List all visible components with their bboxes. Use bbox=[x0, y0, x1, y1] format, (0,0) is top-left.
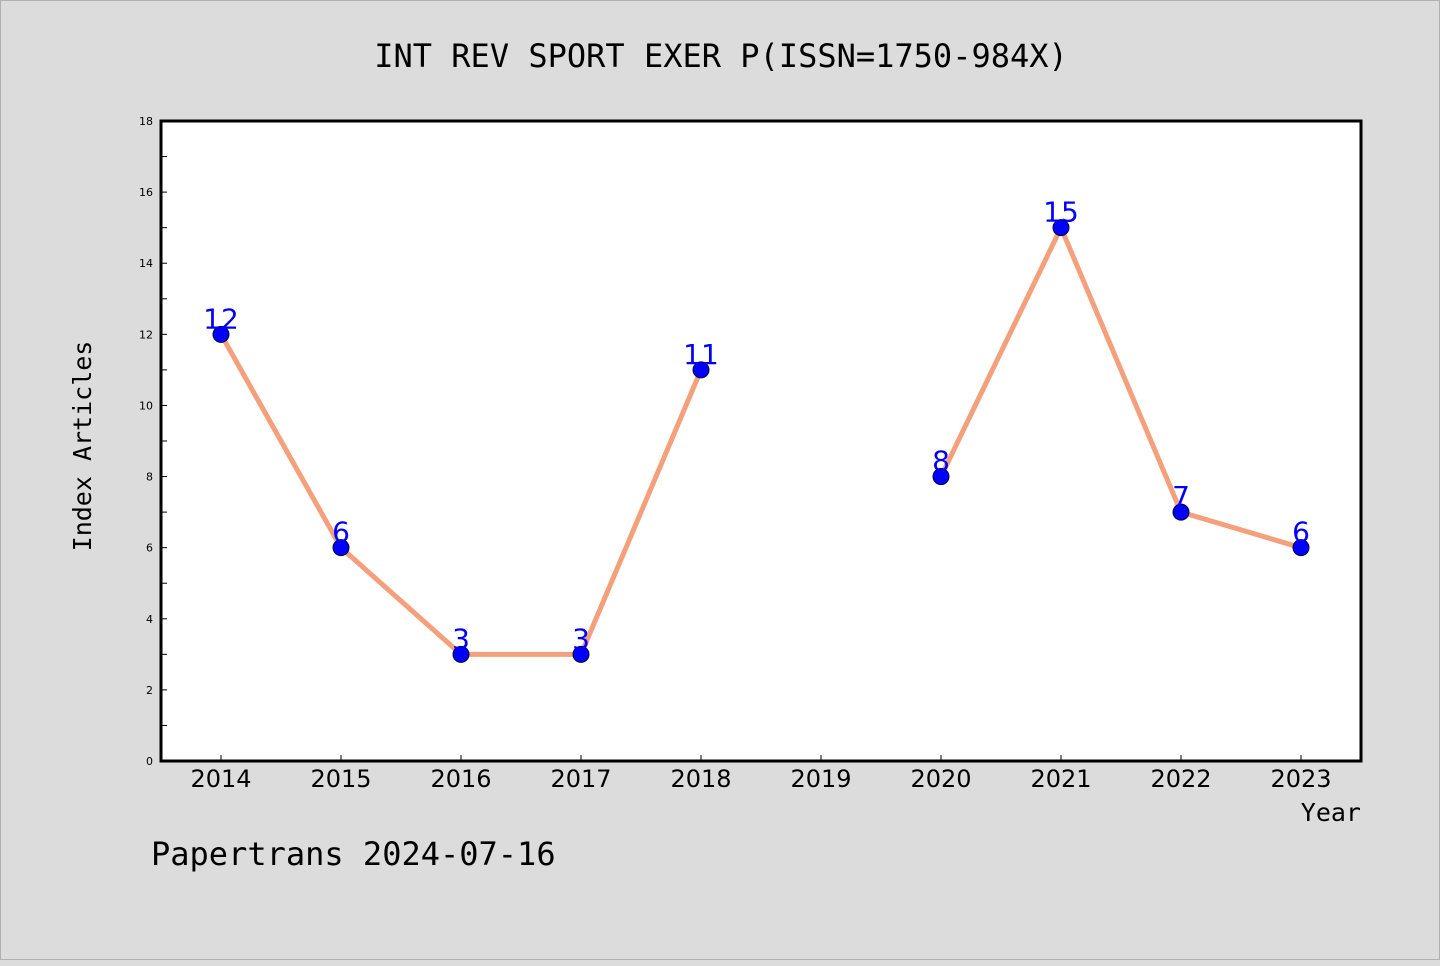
footer-watermark: Papertrans 2024-07-16 bbox=[151, 835, 556, 873]
x-tick-label: 2014 bbox=[190, 765, 251, 793]
data-label: 6 bbox=[1292, 516, 1310, 549]
x-tick-label: 2022 bbox=[1150, 765, 1211, 793]
data-label: 7 bbox=[1172, 480, 1190, 513]
x-tick-label: 2016 bbox=[430, 765, 491, 793]
data-label: 6 bbox=[332, 516, 350, 549]
x-tick-label: 2019 bbox=[790, 765, 851, 793]
data-point bbox=[332, 539, 350, 557]
data-point bbox=[932, 468, 950, 486]
data-point bbox=[452, 645, 470, 663]
data-point bbox=[212, 325, 230, 343]
x-tick-label: 2021 bbox=[1030, 765, 1091, 793]
data-point bbox=[1172, 503, 1190, 521]
data-point bbox=[1052, 219, 1070, 237]
chart-title: INT REV SPORT EXER P(ISSN=1750-984X) bbox=[374, 37, 1068, 75]
data-point bbox=[572, 645, 590, 663]
y-tick-label: 10 bbox=[139, 399, 153, 412]
y-tick-label: 14 bbox=[139, 257, 153, 270]
x-tick-label: 2018 bbox=[670, 765, 731, 793]
data-label: 3 bbox=[572, 622, 590, 655]
data-point bbox=[1292, 539, 1310, 557]
y-tick-label: 8 bbox=[146, 471, 153, 484]
y-tick-label: 12 bbox=[139, 328, 153, 341]
data-point bbox=[692, 361, 710, 379]
y-tick-label: 16 bbox=[139, 186, 153, 199]
y-axis: 0 2 4 6 8 10 12 14 16 18 bbox=[139, 115, 167, 768]
x-axis-title: Year bbox=[1301, 798, 1361, 827]
data-label: 12 bbox=[203, 302, 239, 335]
x-tick-label: 2023 bbox=[1270, 765, 1331, 793]
x-tick-label: 2020 bbox=[910, 765, 971, 793]
y-tick-label: 6 bbox=[146, 542, 153, 555]
y-axis-title: Index Articles bbox=[68, 341, 97, 552]
x-tick-label: 2017 bbox=[550, 765, 611, 793]
y-tick-label: 4 bbox=[146, 613, 153, 626]
data-label: 15 bbox=[1043, 196, 1079, 229]
x-axis: 2014 2015 2016 2017 2018 2019 2020 2021 2022 2023 bbox=[190, 755, 1332, 793]
x-tick-label: 2015 bbox=[310, 765, 371, 793]
data-label-group: 12 6 3 3 11 8 15 7 6 bbox=[203, 196, 1310, 656]
data-label: 8 bbox=[932, 445, 950, 478]
y-tick-label: 18 bbox=[139, 115, 153, 128]
y-tick-label: 0 bbox=[146, 755, 153, 768]
data-label: 3 bbox=[452, 622, 470, 655]
data-label: 11 bbox=[683, 338, 719, 371]
y-tick-label: 2 bbox=[146, 684, 153, 697]
plot-area bbox=[159, 119, 1363, 763]
series-line bbox=[938, 225, 1304, 551]
data-point-group bbox=[212, 219, 1310, 663]
